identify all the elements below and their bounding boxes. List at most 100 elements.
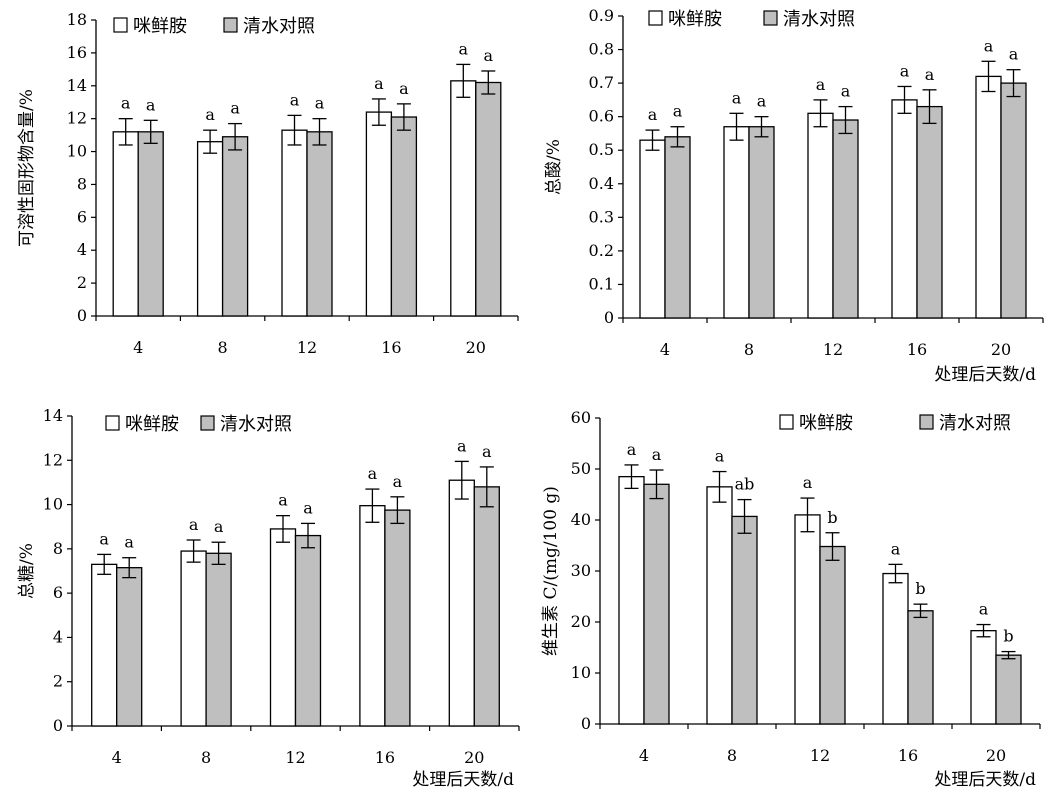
chart0-bar-1-2	[306, 131, 333, 317]
chart0-bar-0-2	[281, 129, 308, 317]
chart3-sig-label-0-2: a	[803, 473, 813, 492]
chart1-bar-1-0	[664, 136, 691, 319]
chart0-sig-label-0-4: a	[459, 39, 469, 58]
chart1-bar-1-1	[748, 126, 775, 319]
chart0-ytick-label: 8	[77, 174, 87, 193]
chart2-bar-1-1	[205, 552, 232, 727]
chart1-sig-label-0-0: a	[648, 105, 658, 124]
chart1-sig-label-0-2: a	[816, 75, 826, 94]
chart1-ytick-label: 0.2	[589, 241, 614, 260]
chart0-ytick-label: 14	[67, 76, 87, 95]
chart0-legend-label-1: 清水对照	[243, 16, 315, 37]
chart1-sig-label-0-4: a	[984, 36, 994, 55]
chart2-xtick-label: 12	[285, 748, 305, 767]
chart0-ytick-label: 4	[77, 240, 87, 259]
chart3-ytick-label: 10	[571, 663, 591, 682]
chart3-ytick-label: 40	[571, 510, 591, 529]
chart1-legend-label-0: 咪鲜胺	[668, 9, 722, 30]
chart3-xtick-label: 16	[898, 746, 918, 765]
chart2-ylabel: 总糖/%	[17, 543, 37, 599]
chart1-sig-label-1-2: a	[841, 82, 851, 101]
chart2-bar-1-2	[294, 534, 322, 727]
chart1-bar-0-2	[807, 112, 834, 319]
chart0-ytick-label: 16	[67, 43, 87, 62]
chart0-bar-1-3	[390, 116, 418, 317]
chart0-bar-0-1	[196, 141, 224, 317]
chart2-xtick-label: 4	[112, 748, 122, 767]
chart1-ytick-label: 0	[604, 308, 614, 327]
chart2-sig-label-0-2: a	[278, 491, 288, 510]
chart3-bar-1-4	[995, 654, 1022, 725]
chart1-ytick-label: 0.4	[589, 174, 614, 193]
chart2-bar-1-0	[116, 567, 143, 727]
chart3-bar-1-0	[643, 483, 670, 725]
chart3-ytick-label: 60	[571, 408, 591, 427]
chart3-ytick-label: 0	[581, 714, 591, 733]
chart0-ytick-label: 0	[77, 306, 87, 325]
chart0-xtick-label: 4	[133, 338, 143, 357]
chart0-ytick-label: 6	[77, 207, 87, 226]
chart1-sig-label-1-0: a	[673, 102, 683, 121]
chart3-legend-swatch-0	[779, 414, 794, 430]
chart1-xtick-label: 16	[907, 340, 927, 359]
chart3-bar-0-4	[970, 630, 997, 725]
chart0-sig-label-0-0: a	[121, 94, 131, 113]
chart0-bar-1-1	[221, 136, 249, 317]
chart1-ytick-label: 0.5	[589, 140, 614, 159]
chart2-ytick-label: 12	[43, 450, 63, 469]
chart2-bar-0-1	[180, 550, 207, 727]
chart1-ytick-label: 0.1	[589, 274, 614, 293]
chart3-bar-1-2	[819, 545, 846, 725]
chart2-legend-label-0: 咪鲜胺	[125, 414, 179, 435]
chart3-ylabel: 维生素 C/(mg/100 g)	[541, 486, 561, 656]
chart0-ytick-label: 10	[67, 142, 87, 161]
chart0-sig-label-1-0: a	[146, 95, 156, 114]
chart3-ytick-label: 50	[571, 459, 591, 478]
chart2-sig-label-0-3: a	[368, 464, 378, 483]
chart3-xlabel: 处理后天数/d	[934, 770, 1036, 790]
chart0-bar-1-0	[137, 131, 164, 317]
chart2-bar-0-2	[269, 528, 297, 727]
chart0-legend-label-0: 咪鲜胺	[133, 16, 187, 37]
chart3-sig-label-1-1: ab	[735, 475, 755, 494]
chart3-legend-label-0: 咪鲜胺	[799, 413, 853, 434]
chart1-sig-label-1-4: a	[1009, 45, 1019, 64]
chart3-sig-label-1-3: b	[915, 579, 925, 598]
chart1-bar-0-3	[891, 99, 918, 319]
chart0-ytick-label: 18	[67, 10, 87, 29]
chart1-legend-label-1: 清水对照	[783, 9, 855, 30]
chart3-legend-swatch-1	[919, 414, 934, 430]
chart2-xtick-label: 16	[375, 748, 395, 767]
chart1-ytick-label: 0.8	[589, 40, 614, 59]
chart2-bar-0-4	[448, 479, 475, 727]
chart1-sig-label-0-3: a	[900, 61, 910, 80]
chart2-ytick-label: 14	[43, 406, 63, 425]
chart3-ytick-label: 30	[571, 561, 591, 580]
chart1-ytick-label: 0.6	[589, 107, 614, 126]
chart2-sig-label-1-0: a	[124, 533, 134, 552]
chart1-xtick-label: 4	[660, 340, 670, 359]
chart1-xtick-label: 12	[823, 340, 843, 359]
chart0-sig-label-0-1: a	[205, 105, 215, 124]
chart2-sig-label-0-1: a	[189, 515, 199, 534]
chart1-legend-swatch-1	[763, 10, 778, 26]
chart2-sig-label-1-3: a	[393, 472, 403, 491]
chart1-ytick-label: 0.9	[589, 6, 614, 25]
chart1-bar-0-1	[723, 126, 750, 319]
chart0-legend-swatch-1	[223, 17, 238, 33]
chart0-xtick-label: 8	[218, 338, 228, 357]
chart1-sig-label-1-3: a	[925, 65, 935, 84]
chart2-legend-swatch-1	[200, 415, 215, 431]
chart3-bar-0-2	[794, 514, 821, 725]
chart1-xlabel: 处理后天数/d	[934, 365, 1036, 385]
chart0-sig-label-1-1: a	[230, 99, 240, 118]
chart1-bar-0-4	[975, 75, 1002, 319]
chart1-xtick-label: 20	[991, 340, 1011, 359]
chart3-ytick-label: 20	[571, 612, 591, 631]
chart2-xtick-label: 8	[201, 748, 211, 767]
chart0-ylabel: 可溶性固形物含量/%	[17, 89, 37, 247]
chart3-sig-label-0-1: a	[715, 447, 725, 466]
chart2-bar-0-0	[91, 563, 118, 727]
chart1-bar-1-2	[832, 119, 859, 319]
chart1-ytick-label: 0.3	[589, 207, 614, 226]
